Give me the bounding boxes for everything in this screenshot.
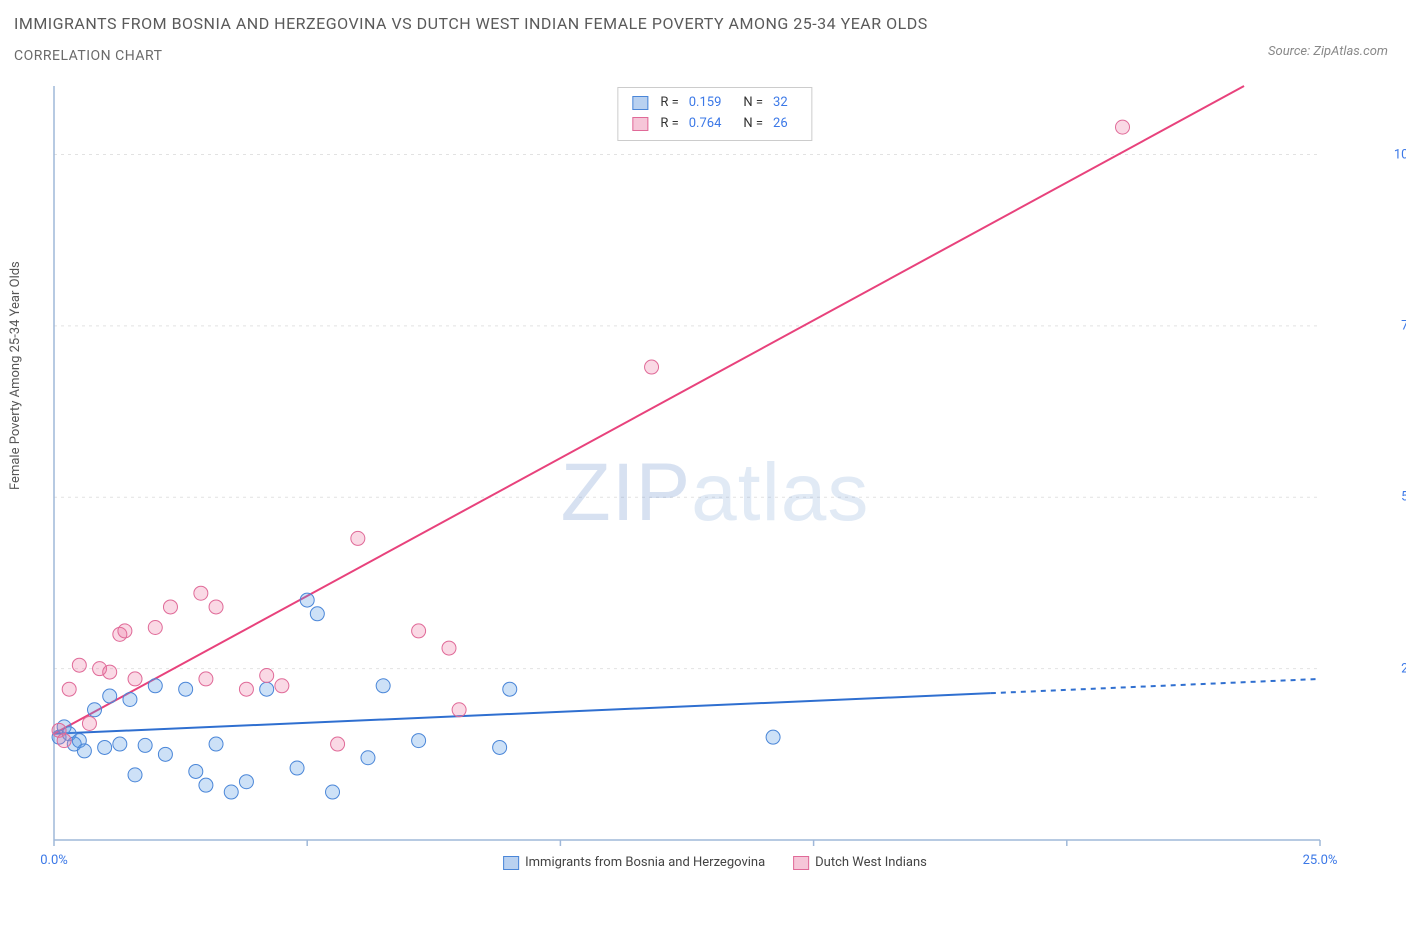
y-axis-label: Female Poverty Among 25-34 Year Olds [8,261,23,490]
r-label: R = [660,114,678,135]
correlation-legend: R = 0.159 N = 32 R = 0.764 N = 26 [617,87,812,141]
swatch-series-1 [632,96,648,110]
chart-area: ZIPatlas R = 0.159 N = 32 R = 0.764 N = … [50,82,1380,872]
n-label: N = [743,114,763,135]
x-tick-label: 25.0% [1303,853,1338,868]
n-label: N = [743,93,763,114]
y-tick-label: 75.0% [1401,318,1406,333]
n-value-2: 26 [773,114,788,135]
r-value-1: 0.159 [689,93,722,114]
legend-label-2: Dutch West Indians [815,855,927,870]
swatch-series-1 [503,856,519,870]
legend-item-2: Dutch West Indians [793,855,927,870]
r-label: R = [660,93,678,114]
legend-item-1: Immigrants from Bosnia and Herzegovina [503,855,765,870]
series-legend: Immigrants from Bosnia and Herzegovina D… [503,855,927,870]
x-tick-label: 0.0% [40,853,68,868]
chart-title: IMMIGRANTS FROM BOSNIA AND HERZEGOVINA V… [14,14,928,33]
scatter-plot [50,82,1380,872]
legend-row-series-1: R = 0.159 N = 32 [632,93,797,114]
source-label: Source: ZipAtlas.com [1268,44,1388,59]
y-tick-label: 50.0% [1401,490,1406,505]
swatch-series-2 [632,117,648,131]
swatch-series-2 [793,856,809,870]
legend-row-series-2: R = 0.764 N = 26 [632,114,797,135]
chart-subtitle: CORRELATION CHART [14,48,162,64]
r-value-2: 0.764 [689,114,722,135]
y-tick-label: 25.0% [1401,661,1406,676]
legend-label-1: Immigrants from Bosnia and Herzegovina [525,855,765,870]
y-tick-label: 100.0% [1394,147,1406,162]
n-value-1: 32 [773,93,788,114]
